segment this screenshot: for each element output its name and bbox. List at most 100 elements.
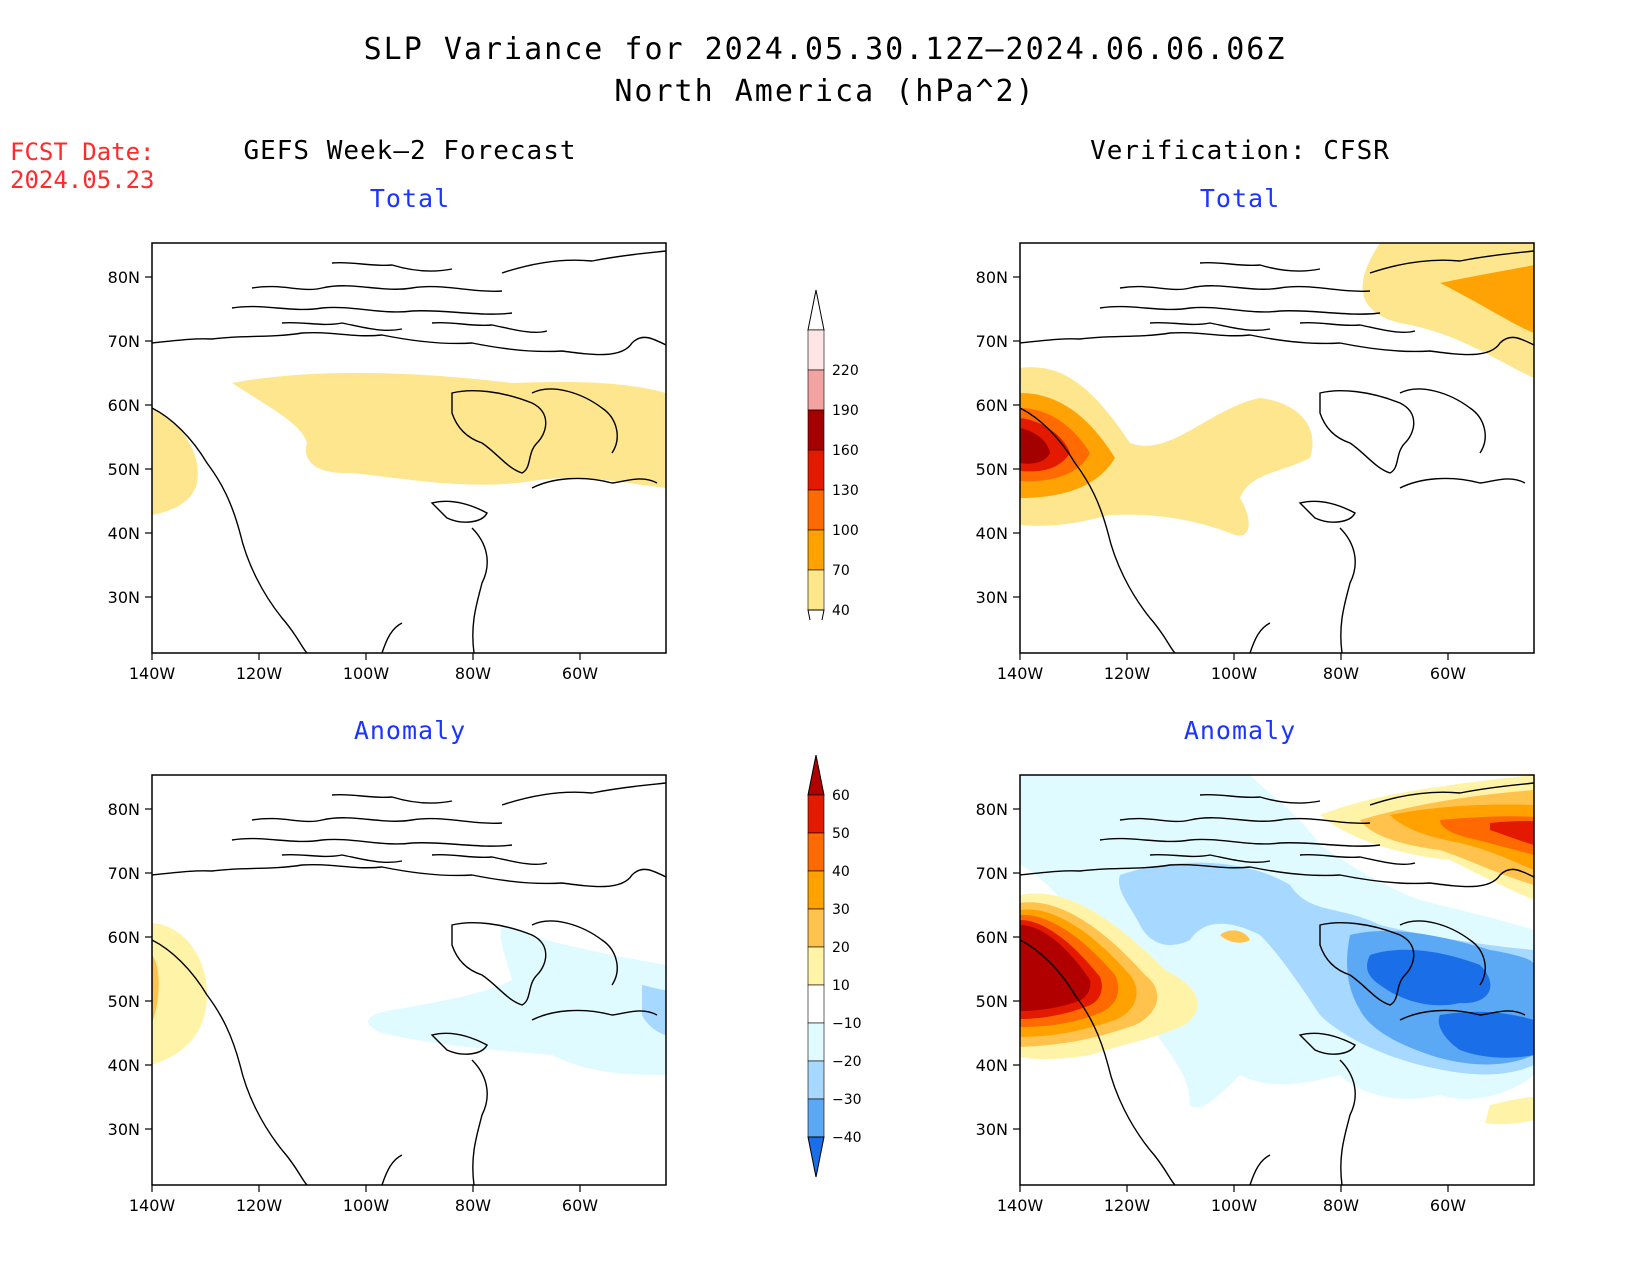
colorbar-anomaly-label: 40 — [832, 864, 850, 880]
panel-title-forecast-anomaly: Anomaly — [353, 716, 467, 745]
colorbar-total-swatch — [807, 329, 825, 371]
colorbar-anomaly-swatch — [807, 794, 825, 834]
coastline-segment-10 — [231, 305, 513, 315]
axis-ticks: 80N 70N 60N 50N 40N 30N 140W 120W 100W 80W 60W — [108, 800, 599, 1215]
lat-tick-label: 30N — [108, 1120, 140, 1139]
lon-tick-label: 120W — [236, 1196, 283, 1215]
lon-tick-label: 100W — [1211, 1196, 1258, 1215]
lon-tick-label: 80W — [455, 1196, 491, 1215]
colorbar-anomaly-swatch — [807, 908, 825, 948]
colorbar-anomaly-label: −30 — [832, 1092, 862, 1108]
coastline-segment-12 — [1299, 321, 1416, 334]
coastline-segment-4 — [1319, 921, 1415, 1006]
lon-tick-label: 140W — [997, 1196, 1044, 1215]
colorbar-total-swatch — [807, 409, 825, 451]
right-column-title: Verification: CFSR — [1090, 136, 1390, 166]
coastline-segment-1 — [1019, 863, 1535, 888]
coastline-segment-7 — [1298, 500, 1356, 523]
coastline-segment-13 — [501, 250, 667, 274]
lat-tick-label: 70N — [108, 864, 140, 883]
main-title: SLP Variance for 2024.05.30.12Z–2024.06.… — [363, 32, 1287, 67]
colorbar-total-label: 70 — [832, 563, 850, 579]
map-verification-anomaly: 80N 70N 60N 50N 40N 30N 140W 120W 100W 80W 60W — [976, 774, 1535, 1215]
panel-title-verification-total: Total — [1199, 184, 1281, 213]
coastline-segment-3 — [1249, 1154, 1271, 1186]
coastline — [151, 782, 667, 1186]
coastline-segment-13 — [1369, 782, 1535, 806]
coastline-segment-6 — [1399, 477, 1526, 489]
axis-ticks: 80N 70N 60N 50N 40N 30N 140W 120W 100W 80W 60W — [976, 800, 1467, 1215]
main-subtitle: North America (hPa^2) — [614, 74, 1036, 109]
coastline-segment-11 — [281, 321, 403, 332]
lat-tick-label: 50N — [108, 460, 140, 479]
lat-tick-label: 60N — [108, 928, 140, 947]
colorbar-total-label: 40 — [832, 603, 850, 619]
colorbar-total-label: 220 — [832, 363, 859, 379]
coastline-segment-13 — [501, 782, 667, 806]
coastline — [151, 250, 667, 654]
lon-tick-label: 100W — [343, 1196, 390, 1215]
map-forecast-total: 80N 70N 60N 50N 40N 30N 140W 120W 100W 80W 60W — [108, 242, 667, 683]
lon-tick-label: 120W — [1104, 1196, 1151, 1215]
fcst-date-label: FCST Date: — [10, 138, 155, 166]
lat-tick-label: 60N — [976, 396, 1008, 415]
lon-tick-label: 60W — [1430, 664, 1466, 683]
colorbar-total-label: 130 — [832, 483, 859, 499]
left-column-title: GEFS Week–2 Forecast — [243, 136, 577, 166]
lat-tick-label: 40N — [976, 1056, 1008, 1075]
coastline-segment-1 — [151, 331, 667, 356]
coastline-segment-5 — [531, 920, 618, 986]
coastline-segment-4 — [451, 389, 547, 474]
colorbar-anomaly-swatch — [807, 984, 825, 1024]
coastline-segment-5 — [1399, 920, 1486, 986]
coastline-segment-13 — [1369, 250, 1535, 274]
colorbar-total-swatch — [807, 369, 825, 411]
coastline-segment-4 — [451, 921, 547, 1006]
lon-tick-label: 140W — [997, 664, 1044, 683]
lat-tick-label: 30N — [976, 588, 1008, 607]
map-forecast-anomaly: 80N 70N 60N 50N 40N 30N 140W 120W 100W 80W 60W — [108, 774, 667, 1215]
coastline-segment-5 — [531, 388, 618, 454]
colorbar-anomaly-label: −20 — [832, 1054, 862, 1070]
lat-tick-label: 80N — [976, 268, 1008, 287]
colorbar-total-swatch — [807, 569, 825, 611]
coastline-segment-10 — [231, 837, 513, 847]
colorbar-total-bottom-arrow — [807, 609, 825, 620]
lat-tick-label: 60N — [976, 928, 1008, 947]
coastline — [1019, 782, 1535, 1186]
colorbar-total-label: 190 — [832, 403, 859, 419]
shading-layer — [1020, 775, 1534, 1125]
coastline-segment-10 — [1099, 305, 1381, 315]
coastline-segment-14 — [331, 261, 453, 272]
colorbar-anomaly-label: −40 — [832, 1130, 862, 1146]
colorbar-anomaly-swatch — [807, 870, 825, 910]
lat-tick-label: 50N — [976, 992, 1008, 1011]
shading-layer — [152, 372, 666, 515]
coastline-segment-9 — [251, 817, 503, 824]
lat-tick-label: 40N — [108, 1056, 140, 1075]
coastline-segment-2 — [1019, 407, 1176, 654]
coastline-segment-11 — [281, 853, 403, 864]
colorbar-total-swatch — [807, 489, 825, 531]
colorbar-total-swatch — [807, 529, 825, 571]
lon-tick-label: 140W — [129, 1196, 176, 1215]
lon-tick-label: 60W — [1430, 1196, 1466, 1215]
coastline — [1019, 250, 1535, 654]
lon-tick-label: 100W — [1211, 664, 1258, 683]
lon-tick-label: 60W — [562, 664, 598, 683]
coastline-segment-14 — [1199, 261, 1321, 272]
colorbar-anomaly-label: 50 — [832, 826, 850, 842]
coastline-segment-12 — [1299, 853, 1416, 866]
coastline-segment-9 — [1119, 285, 1371, 292]
coastline-segment-10 — [1099, 837, 1381, 847]
coastline-segment-11 — [1149, 853, 1271, 864]
axis-ticks: 80N 70N 60N 50N 40N 30N 140W 120W 100W 80W 60W — [976, 268, 1467, 683]
lat-tick-label: 70N — [108, 332, 140, 351]
coastline-segment-4 — [1319, 389, 1415, 474]
colorbar-total-top-arrow — [807, 289, 825, 331]
colorbar-anomaly-label: 10 — [832, 978, 850, 994]
coastline-segment-1 — [151, 863, 667, 888]
lat-tick-label: 80N — [108, 800, 140, 819]
coastline-segment-3 — [381, 622, 403, 654]
colorbar-total: 40 70 100 130 160 190 220 — [807, 289, 859, 620]
